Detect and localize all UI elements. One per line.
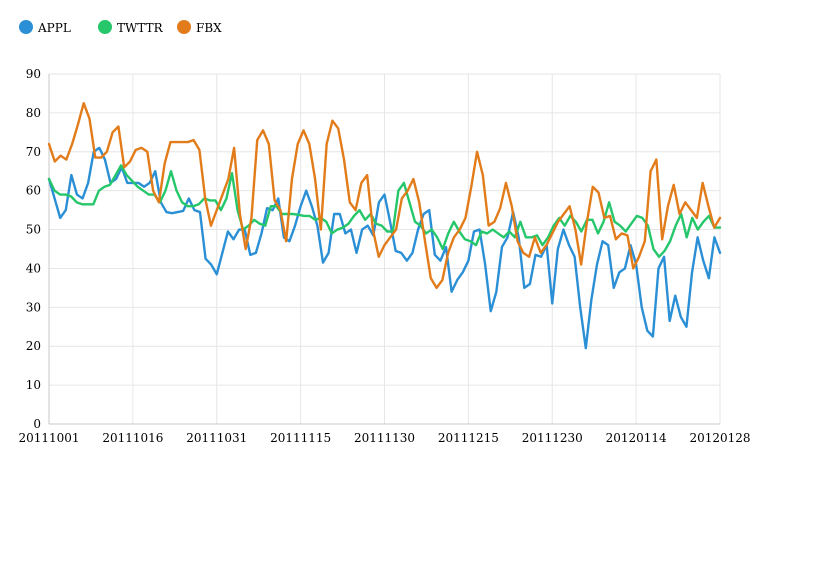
legend-marker-appl bbox=[19, 20, 33, 34]
y-tick-label: 70 bbox=[26, 145, 41, 159]
x-tick-label: 20120128 bbox=[689, 431, 750, 445]
series-lines bbox=[47, 101, 722, 350]
series-line-twttr bbox=[47, 164, 722, 258]
legend-label-twttr: TWTTR bbox=[117, 21, 164, 35]
y-tick-label: 10 bbox=[26, 378, 41, 392]
y-tick-label: 0 bbox=[33, 417, 41, 431]
y-tick-label: 90 bbox=[26, 67, 41, 81]
x-tick-label: 20111031 bbox=[186, 431, 247, 445]
legend-label-appl: APPL bbox=[37, 21, 71, 35]
legend: APPL TWTTR FBX bbox=[19, 20, 222, 35]
x-tick-label: 20111115 bbox=[270, 431, 331, 445]
legend-marker-fbx bbox=[177, 20, 191, 34]
x-tick-label: 20111016 bbox=[102, 431, 163, 445]
legend-marker-twttr bbox=[98, 20, 112, 34]
x-tick-label: 20111001 bbox=[18, 431, 79, 445]
y-tick-label: 80 bbox=[26, 106, 41, 120]
y-tick-label: 30 bbox=[26, 300, 41, 314]
y-tick-label: 20 bbox=[26, 339, 41, 353]
y-tick-label: 50 bbox=[26, 223, 41, 237]
x-tick-label: 20120114 bbox=[606, 431, 667, 445]
y-tick-label: 40 bbox=[26, 261, 41, 275]
x-axis: 20111001 20111016 20111031 20111115 20111130… bbox=[18, 431, 750, 445]
y-tick-label: 60 bbox=[26, 184, 41, 198]
legend-label-fbx: FBX bbox=[196, 21, 222, 35]
x-tick-label: 20111215 bbox=[438, 431, 499, 445]
x-tick-label: 20111230 bbox=[522, 431, 583, 445]
x-tick-label: 20111130 bbox=[354, 431, 415, 445]
grid-lines bbox=[48, 73, 721, 425]
series-line-fbx bbox=[47, 101, 722, 290]
y-axis: 0 10 20 30 40 50 60 70 80 90 bbox=[26, 67, 41, 431]
